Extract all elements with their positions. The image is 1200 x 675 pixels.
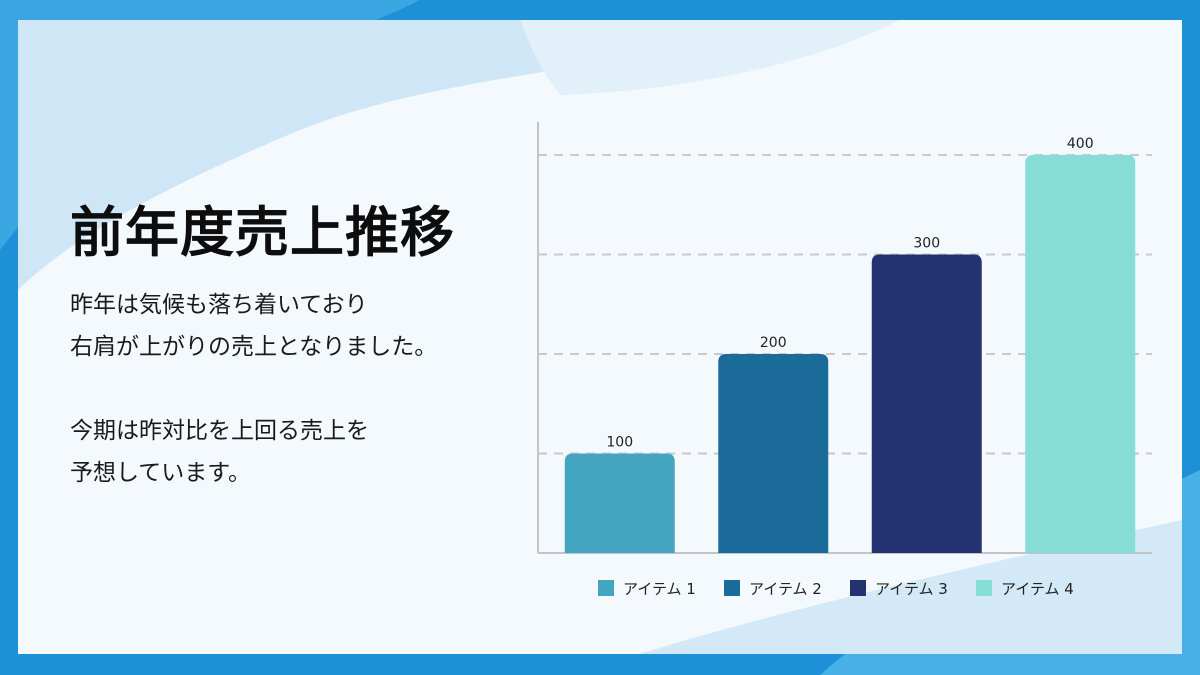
bar [564,453,675,553]
paragraph-2-line-2: 予想しています。 [70,460,252,486]
data-label: 100 [606,435,633,451]
panel-wave [18,20,780,290]
legend-label: アイテム 3 [875,580,948,598]
paragraph-1-line-2: 右肩が上がりの売上となりました。 [70,334,438,360]
bar [1025,155,1136,553]
legend-label: アイテム 4 [1001,580,1074,598]
legend-swatch [850,580,866,596]
bar [871,254,982,553]
data-label: 300 [913,236,940,252]
paragraph-1: 昨年は気候も落ち着いており 右肩が上がりの売上となりました。 [70,284,530,368]
data-label: 200 [760,335,787,351]
legend-swatch [976,580,992,596]
legend-label: アイテム 2 [749,580,822,598]
paragraph-2-line-1: 今期は昨対比を上回る売上を [70,418,369,444]
bar [718,354,829,553]
slide-title: 前年度売上推移 [70,201,455,264]
data-label: 400 [1067,136,1094,152]
description-text: 昨年は気候も落ち着いており 右肩が上がりの売上となりました。 今期は昨対比を上回… [70,284,530,494]
legend-swatch [724,580,740,596]
legend-swatch [598,580,614,596]
legend-label: アイテム 1 [623,580,696,598]
paragraph-2: 今期は昨対比を上回る売上を 予想しています。 [70,410,530,494]
panel-wave [520,20,900,95]
sales-bar-chart: 100 200 300 400 アイテム 1 アイテム 2 アイテム 3 アイテム 4 [537,122,1152,598]
paragraph-1-line-1: 昨年は気候も落ち着いており [70,292,368,318]
